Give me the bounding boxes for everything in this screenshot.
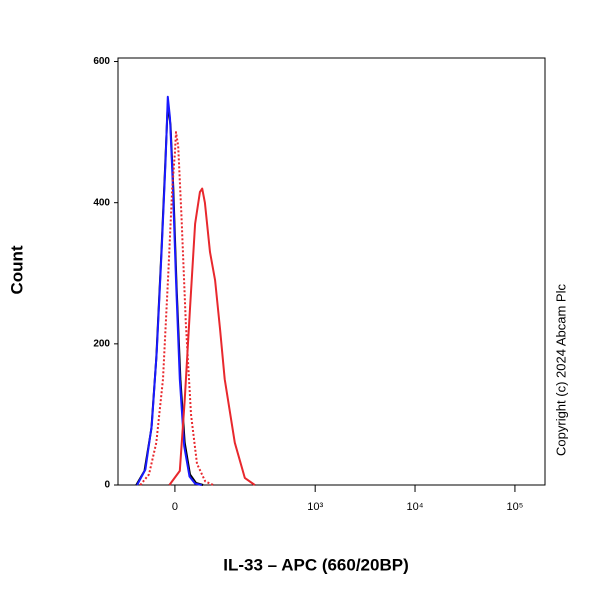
x-tick-label: 10⁴ bbox=[407, 501, 424, 513]
y-tick-label: 400 bbox=[93, 197, 110, 208]
histogram-line bbox=[168, 187, 256, 486]
y-tick-label: 0 bbox=[104, 480, 110, 491]
histogram-line bbox=[139, 131, 214, 486]
x-axis-label: IL-33 – APC (660/20BP) bbox=[223, 555, 409, 574]
y-tick-label: 600 bbox=[93, 56, 110, 67]
x-tick-label: 0 bbox=[172, 501, 178, 513]
plot-frame bbox=[117, 57, 546, 486]
histogram-line bbox=[136, 95, 202, 486]
x-tick-label: 10³ bbox=[307, 501, 323, 513]
x-tick-label: 10⁵ bbox=[507, 501, 524, 513]
y-tick-label: 200 bbox=[93, 338, 110, 349]
copyright: Copyright (c) 2024 Abcam Plc bbox=[553, 284, 568, 456]
y-axis-label: Count bbox=[7, 245, 26, 294]
